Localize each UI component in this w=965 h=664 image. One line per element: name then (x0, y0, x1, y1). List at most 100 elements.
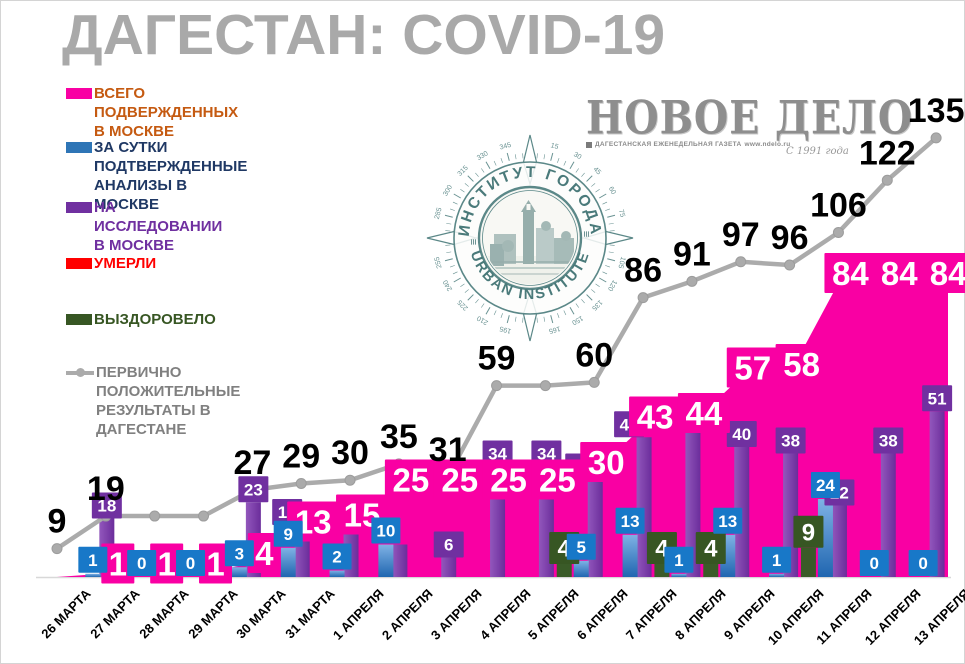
dagestan-line-label: 122 (859, 134, 916, 172)
daily-bar (85, 573, 101, 577)
total-area-label-text: 25 (539, 462, 576, 499)
daily-value-chip (127, 550, 157, 576)
legend-label-total: ВСЕГО ПОДВЕРЖДЕННЫХ В МОСКВЕ (94, 85, 239, 140)
dagestan-line-label: 60 (575, 336, 613, 374)
recovered-bar (703, 564, 719, 577)
compass-ticks: 1530456075105120135150165195210225240255… (434, 142, 626, 334)
recovered-swatch (66, 314, 92, 325)
masthead-since: С 1991 года (786, 146, 849, 157)
daily-bar (378, 544, 394, 577)
daily-value-chip-text: 2 (332, 548, 341, 567)
testing-value-chip-text: 34 (537, 445, 556, 464)
dagestan-line-dot (344, 474, 356, 486)
total-area-label-text: 58 (783, 346, 820, 383)
daily-value-chip-text: 1 (88, 551, 97, 570)
testing-value-chip-text: 18 (97, 497, 116, 516)
legend-label-dagestan: ПЕРВИЧНО ПОЛОЖИТЕЛЬНЫЕ РЕЗУЛЬТАТЫ В ДАГЕ… (96, 364, 241, 438)
dagestan-line-dot (51, 543, 63, 555)
daily-value-chip (273, 520, 303, 547)
newspaper-masthead: НОВОЕ ДЕЛО ДАГЕСТАНСКАЯ ЕЖЕНЕДЕЛЬНАЯ ГАЗ… (586, 93, 912, 157)
total-area-label-text: 25 (490, 462, 527, 499)
dagestan-line-label: 31 (429, 431, 467, 469)
dagestan-line-dot (930, 132, 942, 144)
testing-swatch (66, 202, 92, 213)
total-area-label-text: 43 (637, 399, 674, 436)
daily-value-chip-text: 0 (870, 554, 879, 573)
daily-value-chip (762, 546, 792, 573)
total-area-label (199, 543, 233, 584)
total-area-label (726, 347, 779, 388)
daily-value-chip (322, 543, 352, 570)
dagestan-line-dot (491, 380, 503, 392)
total-area-label-text: 30 (588, 444, 625, 481)
dagestan-line-label: 96 (771, 219, 809, 257)
total-area-label (150, 543, 184, 584)
daily-value-chip (371, 517, 401, 544)
dagestan-line-label: 30 (331, 434, 369, 472)
dagestan-line-label: 135 (908, 92, 965, 130)
dagestan-line-label: 91 (673, 235, 711, 273)
dagestan-line-dot (198, 510, 210, 522)
svg-text:150: 150 (570, 314, 584, 326)
daily-value-chip (859, 550, 889, 576)
total-area-label-text: 25 (393, 462, 430, 499)
daily-value-chip-text: 9 (283, 525, 292, 544)
daily-value-chip-text: 0 (137, 554, 146, 573)
line-marker-swatch (66, 368, 94, 377)
testing-value-chip (238, 476, 269, 503)
daily-value-chip-text: 0 (918, 554, 927, 573)
dagestan-line-label: 29 (282, 437, 320, 475)
total-area-label (531, 459, 584, 500)
logo-right-glyph: ≡ (581, 231, 593, 237)
dagestan-line-dot (539, 380, 551, 392)
legend-label-recovered: ВЫЗДОРОВЕЛО (94, 311, 216, 328)
dagestan-line-label: 86 (624, 252, 662, 290)
dagestan-line-dot (588, 376, 600, 388)
svg-text:120: 120 (606, 278, 618, 292)
svg-text:240: 240 (442, 278, 454, 292)
total-area-label (580, 442, 633, 482)
dagestan-line-label: 35 (380, 418, 418, 456)
testing-value-chip (873, 427, 904, 454)
daily-value-chip (908, 550, 938, 576)
legend-item-died: УМЕРЛИ (66, 254, 156, 273)
daily-bar (329, 570, 345, 577)
legend-label-testing: НА ИССЛЕДОВАНИИ В МОСКВЕ (94, 199, 223, 254)
dagestan-line-label: 19 (87, 470, 125, 508)
svg-text:285: 285 (434, 207, 444, 220)
recovered-bar (800, 547, 816, 577)
daily-value-chip (224, 540, 254, 567)
daily-value-chip (810, 472, 840, 498)
total-area-label-text: 25 (441, 462, 478, 499)
legend-label-daily: ЗА СУТКИ ПОДТВЕРЖДЕННЫЕ АНАЛИЗЫ В МОСКВЕ (94, 139, 248, 213)
recovered-value-chip-text: 9 (802, 519, 815, 546)
recovered-value-chip-text: 4 (704, 536, 718, 563)
total-swatch (66, 88, 92, 99)
dagestan-line-dot (686, 275, 698, 287)
daily-bar (573, 560, 589, 577)
logo-inner-ring-2 (482, 190, 578, 286)
svg-text:300: 300 (442, 184, 454, 198)
daily-value-chip (615, 507, 645, 534)
testing-value-chip (726, 421, 757, 447)
logo-left-glyph: ≡ (467, 239, 479, 245)
daily-value-chip-text: 3 (235, 544, 244, 563)
testing-value-chip (91, 492, 122, 519)
total-area-label (873, 253, 926, 293)
total-area-label-text: 1 (206, 546, 224, 583)
total-area-label-text: 1 (109, 546, 127, 583)
total-area-label-text: 1 (158, 546, 176, 583)
total-area-label-text: 84 (881, 255, 918, 292)
page-title: ДАГЕСТАН: COVID-19 (62, 3, 666, 67)
total-area-label (922, 253, 965, 293)
legend-item-dagestan-line: ПЕРВИЧНО ПОЛОЖИТЕЛЬНЫЕ РЕЗУЛЬТАТЫ В ДАГЕ… (66, 363, 240, 439)
svg-text:15: 15 (550, 142, 559, 151)
dagestan-line-dot (637, 292, 649, 304)
legend-item-testing: НА ИССЛЕДОВАНИИ В МОСКВЕ (66, 198, 222, 255)
dagestan-line-label: 27 (233, 444, 271, 482)
dagestan-line-label: 106 (810, 186, 867, 224)
total-area-label (775, 344, 828, 384)
total-area-label (482, 459, 535, 500)
legend-label-died: УМЕРЛИ (94, 255, 157, 272)
